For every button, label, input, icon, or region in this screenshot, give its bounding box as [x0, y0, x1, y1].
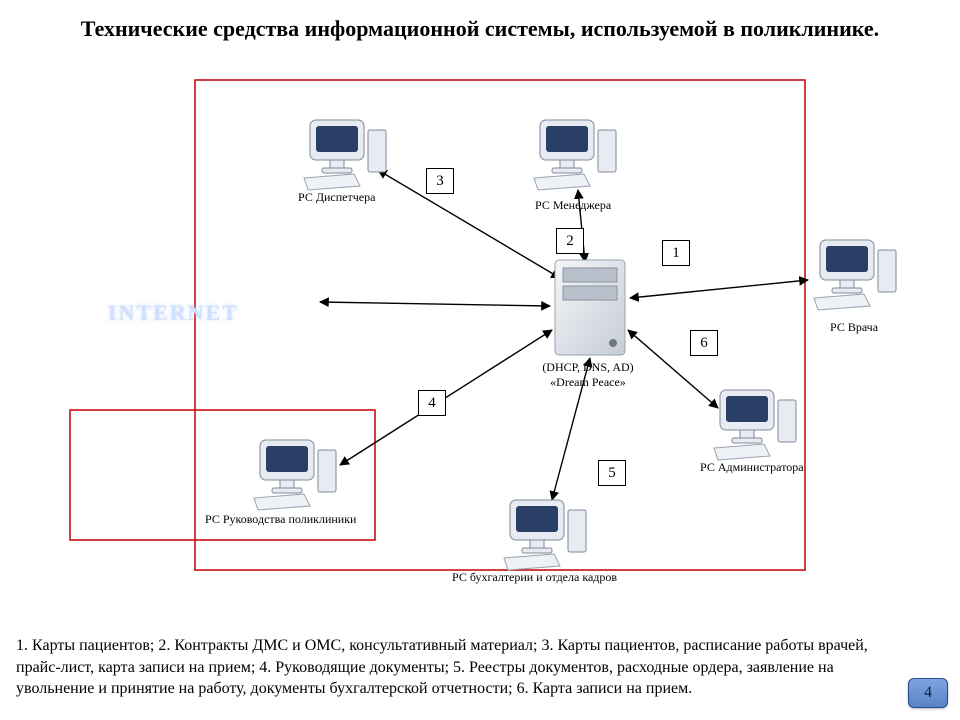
legend-text: 1. Карты пациентов; 2. Контракты ДМС и О… [16, 635, 900, 700]
edge-number-3: 3 [426, 168, 454, 194]
pc-doctor [814, 240, 896, 310]
diagram-canvas [0, 0, 960, 720]
edge-number-6: 6 [690, 330, 718, 356]
pc-dispatcher [304, 120, 386, 190]
edge-number-4: 4 [418, 390, 446, 416]
pc-label-doctor: РС Врача [830, 320, 878, 335]
pc-management [254, 440, 336, 510]
edge-number-5: 5 [598, 460, 626, 486]
pc-manager [534, 120, 616, 190]
pc-label-admin: РС Администратора [700, 460, 804, 475]
slide-stage: Технические средства информационной сист… [0, 0, 960, 720]
pc-admin [714, 390, 796, 460]
pc-label-dispatcher: РС Диспетчера [298, 190, 375, 205]
internet-cloud-label: INTERNET [108, 300, 239, 326]
pc-label-manager: РС Менеджера [535, 198, 611, 213]
pc-label-management: РС Руководства поликлиники [205, 512, 356, 527]
pc-accounting [504, 500, 586, 570]
pc-label-accounting: РС бухгалтерии и отдела кадров [452, 570, 617, 585]
edge-number-2: 2 [556, 228, 584, 254]
edge-number-1: 1 [662, 240, 690, 266]
server-label: (DHCP, DNS, AD)«Dream Peace» [508, 360, 668, 390]
slide-number-badge: 4 [908, 678, 948, 708]
